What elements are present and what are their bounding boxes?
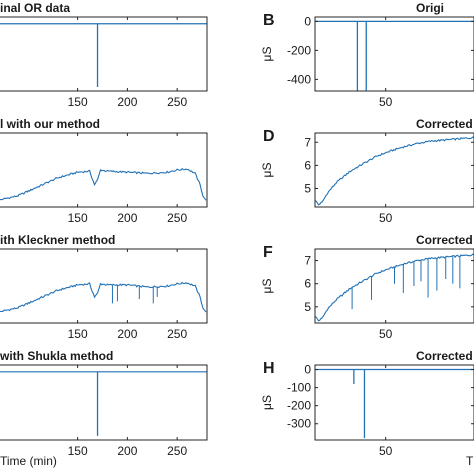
y-axis-label: μS bbox=[260, 395, 274, 410]
x-tick-label: 200 bbox=[117, 95, 137, 109]
axes-box bbox=[0, 132, 208, 208]
x-tick-label: 250 bbox=[167, 211, 187, 225]
panel-title: Corrected w bbox=[416, 233, 474, 247]
series-line bbox=[0, 281, 207, 313]
panel-3: 50 5 6 7 Corrected DμS bbox=[260, 117, 474, 225]
data-layer bbox=[315, 136, 474, 206]
panel-0: 150 200 250 inal OR data bbox=[0, 1, 208, 109]
x-tick-label: 250 bbox=[167, 327, 187, 341]
y-tick-label: 5 bbox=[304, 300, 311, 314]
data-layer bbox=[315, 368, 474, 439]
axes-box bbox=[0, 364, 208, 441]
data-layer bbox=[0, 23, 207, 87]
series-line bbox=[315, 136, 474, 206]
data-layer bbox=[0, 371, 207, 436]
axes-box bbox=[314, 364, 474, 441]
series-line bbox=[315, 253, 474, 322]
series-line bbox=[0, 167, 207, 201]
panel-6: 150 200 250 with Shukla method Time (min) bbox=[0, 349, 208, 468]
x-tick-label: 250 bbox=[167, 95, 187, 109]
y-tick-label: -300 bbox=[287, 417, 311, 431]
x-tick-label: 50 bbox=[379, 327, 393, 341]
panel-7: 50 0 -100 -200 -300 Corrected w HμS T bbox=[260, 349, 474, 468]
axes-box bbox=[314, 132, 474, 208]
x-tick-label: 50 bbox=[379, 211, 393, 225]
y-tick-label: -200 bbox=[287, 43, 311, 57]
x-tick-label: 200 bbox=[117, 211, 137, 225]
y-tick-label: 5 bbox=[304, 182, 311, 196]
y-axis-label: μS bbox=[260, 47, 274, 62]
data-layer bbox=[0, 167, 207, 201]
y-tick-label: 0 bbox=[304, 363, 311, 377]
x-tick-label: 150 bbox=[68, 327, 88, 341]
panel-title: Corrected bbox=[416, 117, 473, 131]
panel-title: with Shukla method bbox=[0, 349, 113, 363]
y-tick-label: 6 bbox=[304, 277, 311, 291]
axes-box bbox=[314, 248, 474, 324]
x-axis-label: Time (min) bbox=[0, 454, 57, 468]
y-tick-label: -200 bbox=[287, 399, 311, 413]
y-tick-label: 0 bbox=[304, 14, 311, 28]
panel-title: Corrected w bbox=[416, 349, 474, 363]
data-layer bbox=[0, 281, 207, 313]
x-tick-label: 50 bbox=[379, 95, 393, 109]
y-axis-label: μS bbox=[260, 279, 274, 294]
x-tick-label: 150 bbox=[68, 95, 88, 109]
panel-title: inal OR data bbox=[0, 1, 70, 15]
x-axis-label: T bbox=[466, 454, 474, 468]
y-tick-label: 6 bbox=[304, 158, 311, 172]
panel-2: 150 200 250 l with our method bbox=[0, 117, 208, 225]
panel-letter: H bbox=[263, 360, 275, 377]
panel-title: ith Kleckner method bbox=[0, 233, 115, 247]
panel-title: Origi bbox=[416, 1, 444, 15]
x-tick-label: 150 bbox=[68, 444, 88, 458]
x-tick-label: 50 bbox=[379, 444, 393, 458]
x-tick-label: 200 bbox=[117, 327, 137, 341]
x-tick-label: 200 bbox=[117, 444, 137, 458]
y-tick-label: -400 bbox=[287, 72, 311, 86]
y-tick-label: 7 bbox=[304, 254, 311, 268]
panel-1: 50 0 -200 -400 Origi BμS bbox=[260, 1, 474, 109]
panel-4: 150 200 250 ith Kleckner method bbox=[0, 233, 208, 341]
axes-box bbox=[0, 248, 208, 324]
panel-letter: B bbox=[263, 12, 275, 29]
panel-title: l with our method bbox=[0, 117, 100, 131]
panel-5: 50 5 6 7 Corrected w FμS bbox=[260, 233, 474, 341]
axes-box bbox=[314, 16, 474, 92]
panel-letter: F bbox=[263, 244, 273, 261]
y-tick-label: 7 bbox=[304, 135, 311, 149]
y-tick-label: -100 bbox=[287, 381, 311, 395]
data-layer bbox=[315, 20, 474, 91]
panel-letter: D bbox=[263, 128, 275, 145]
axes-box bbox=[0, 16, 208, 92]
x-tick-label: 250 bbox=[167, 444, 187, 458]
data-layer bbox=[315, 253, 474, 322]
y-axis-label: μS bbox=[260, 163, 274, 178]
x-tick-label: 150 bbox=[68, 211, 88, 225]
